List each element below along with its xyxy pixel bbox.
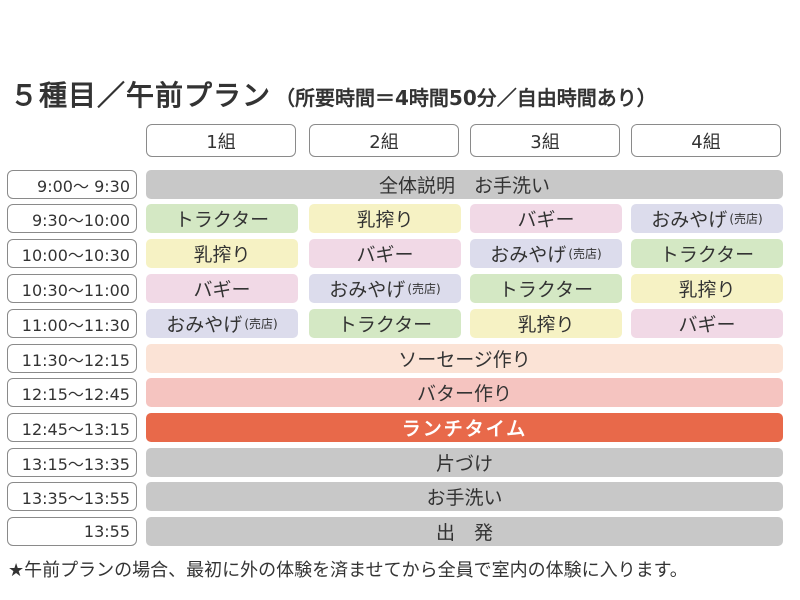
time-slot: 11:00～11:30 xyxy=(7,309,137,338)
activity-group-3: おみやげ (売店) xyxy=(470,239,622,268)
activity-all-groups: バター作り xyxy=(146,378,783,407)
activity-all-groups: ソーセージ作り xyxy=(146,344,783,373)
group-header-2: 2組 xyxy=(309,124,459,157)
time-slot: 9:30～10:00 xyxy=(7,204,137,233)
activity-label: トラクター xyxy=(337,314,433,336)
activity-group-4: トラクター xyxy=(631,239,783,268)
activity-note: (売店) xyxy=(568,247,602,261)
activity-group-2: トラクター xyxy=(309,309,461,338)
page-title: ５種目／午前プラン （所要時間＝4時間50分／自由時間あり） xyxy=(10,74,657,114)
activity-label: 乳搾り xyxy=(193,244,251,266)
activity-label: バギー xyxy=(356,244,414,266)
activity-group-4: 乳搾り xyxy=(631,274,783,303)
activity-all-groups: お手洗い xyxy=(146,482,783,511)
activity-group-3: 乳搾り xyxy=(470,309,622,338)
activity-group-2: バギー xyxy=(309,239,461,268)
time-slot: 10:30～11:00 xyxy=(7,274,137,303)
time-slot: 9:00～ 9:30 xyxy=(7,170,137,199)
activity-label: トラクター xyxy=(659,244,755,266)
activity-group-3: バギー xyxy=(470,204,622,233)
activity-note: (売店) xyxy=(244,317,278,331)
footnote: ★午前プランの場合、最初に外の体験を済ませてから全員で室内の体験に入ります。 xyxy=(8,560,688,581)
activity-label: バギー xyxy=(678,314,736,336)
activity-all-groups: 片づけ xyxy=(146,448,783,477)
time-slot: 12:15～12:45 xyxy=(7,378,137,407)
activity-label: バギー xyxy=(517,209,575,231)
time-slot: 10:00～10:30 xyxy=(7,239,137,268)
activity-departure: 出 発 xyxy=(146,517,783,546)
activity-label: おみやげ xyxy=(166,314,243,336)
activity-label: 乳搾り xyxy=(678,279,736,301)
activity-group-1: トラクター xyxy=(146,204,298,233)
time-slot: 13:35～13:55 xyxy=(7,482,137,511)
activity-group-2: おみやげ (売店) xyxy=(309,274,461,303)
activity-label: おみやげ xyxy=(329,279,406,301)
activity-note: (売店) xyxy=(729,212,763,226)
activity-all-groups: 全体説明 お手洗い xyxy=(146,170,783,199)
activity-label: おみやげ xyxy=(490,244,567,266)
title-subtitle: （所要時間＝4時間50分／自由時間あり） xyxy=(275,86,657,110)
activity-lunch: ランチタイム xyxy=(146,413,783,442)
time-slot: 11:30～12:15 xyxy=(7,344,137,373)
title-main: ５種目／午前プラン xyxy=(10,79,272,112)
activity-group-4: おみやげ (売店) xyxy=(631,204,783,233)
activity-group-1: おみやげ (売店) xyxy=(146,309,298,338)
time-slot: 13:15～13:35 xyxy=(7,448,137,477)
activity-group-2: 乳搾り xyxy=(309,204,461,233)
activity-group-3: トラクター xyxy=(470,274,622,303)
time-slot: 13:55 xyxy=(7,517,137,546)
activity-label: トラクター xyxy=(174,209,270,231)
activity-group-1: バギー xyxy=(146,274,298,303)
activity-label: 乳搾り xyxy=(356,209,414,231)
group-header-1: 1組 xyxy=(146,124,296,157)
activity-label: おみやげ xyxy=(651,209,728,231)
activity-label: トラクター xyxy=(498,279,594,301)
activity-group-1: 乳搾り xyxy=(146,239,298,268)
activity-note: (売店) xyxy=(407,282,441,296)
time-slot: 12:45～13:15 xyxy=(7,413,137,442)
group-header-3: 3組 xyxy=(470,124,620,157)
activity-group-4: バギー xyxy=(631,309,783,338)
group-header-4: 4組 xyxy=(631,124,781,157)
activity-label: バギー xyxy=(193,279,251,301)
activity-label: 乳搾り xyxy=(517,314,575,336)
